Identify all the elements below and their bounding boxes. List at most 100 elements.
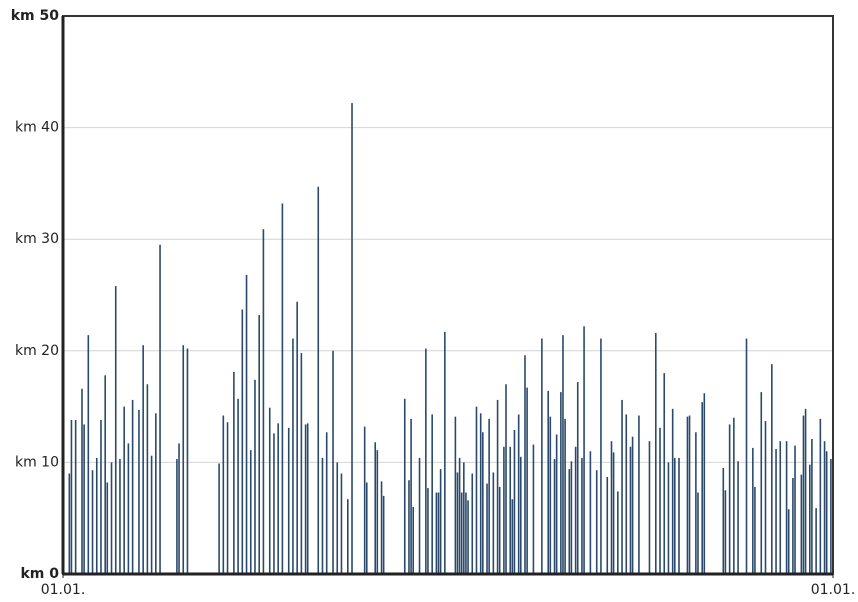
bar bbox=[186, 348, 189, 574]
bar bbox=[564, 418, 566, 574]
bar bbox=[106, 482, 109, 574]
bar bbox=[654, 332, 657, 574]
bar bbox=[176, 459, 178, 574]
bar bbox=[146, 384, 149, 574]
bar bbox=[332, 350, 334, 574]
bar bbox=[479, 413, 482, 574]
bar bbox=[258, 315, 260, 574]
bar bbox=[325, 432, 328, 574]
bar bbox=[673, 457, 676, 574]
bar bbox=[819, 418, 822, 574]
y-tick-label: km 10 bbox=[15, 454, 59, 470]
bar bbox=[606, 476, 609, 574]
bar bbox=[560, 392, 562, 574]
bar bbox=[471, 473, 474, 574]
bar bbox=[648, 441, 651, 574]
bar bbox=[346, 499, 349, 574]
bar bbox=[688, 415, 691, 574]
bar bbox=[519, 456, 522, 574]
bar bbox=[363, 426, 366, 574]
bar bbox=[150, 455, 153, 574]
bar bbox=[631, 436, 634, 574]
bar bbox=[600, 338, 602, 574]
bar bbox=[454, 416, 457, 574]
bar bbox=[659, 427, 661, 574]
bar bbox=[703, 393, 706, 574]
y-tick-label: km 40 bbox=[15, 120, 59, 136]
bar bbox=[589, 451, 592, 574]
bar bbox=[412, 507, 414, 574]
bar bbox=[127, 443, 130, 574]
bar bbox=[595, 470, 598, 574]
bar bbox=[779, 441, 782, 574]
bar bbox=[138, 409, 140, 574]
bar bbox=[410, 418, 412, 574]
bar bbox=[760, 392, 763, 574]
bar bbox=[701, 402, 704, 574]
bar bbox=[273, 433, 275, 574]
bar bbox=[794, 445, 796, 574]
bar bbox=[91, 470, 94, 574]
bar bbox=[463, 462, 465, 574]
bar bbox=[771, 364, 773, 574]
x-tick-label: 01.01. bbox=[811, 582, 856, 598]
bar bbox=[70, 419, 73, 574]
bar bbox=[621, 399, 623, 574]
bar bbox=[532, 444, 535, 574]
bar bbox=[792, 478, 794, 574]
bar bbox=[547, 390, 550, 574]
bar bbox=[374, 442, 377, 574]
y-tick-label: km 0 bbox=[20, 566, 59, 582]
bar bbox=[524, 355, 526, 574]
bar bbox=[182, 345, 185, 574]
bar bbox=[492, 472, 495, 574]
bar bbox=[562, 335, 564, 574]
bar bbox=[754, 486, 756, 574]
bar bbox=[155, 413, 157, 574]
x-tick-label: 01.01. bbox=[41, 582, 86, 598]
bar bbox=[475, 406, 478, 574]
bar bbox=[568, 469, 571, 574]
bar bbox=[233, 372, 235, 574]
bar bbox=[340, 473, 343, 574]
bar bbox=[142, 345, 144, 574]
bar bbox=[114, 286, 117, 574]
bar bbox=[131, 399, 134, 574]
bar bbox=[95, 457, 98, 574]
bar bbox=[68, 473, 71, 574]
y-tick-label: km 30 bbox=[15, 231, 59, 247]
bar bbox=[365, 482, 368, 574]
bar bbox=[123, 406, 125, 574]
bar bbox=[800, 474, 803, 574]
bar bbox=[737, 461, 739, 574]
bar bbox=[317, 186, 320, 575]
bar bbox=[281, 203, 284, 574]
bar bbox=[724, 490, 727, 574]
bar bbox=[745, 338, 748, 574]
bar bbox=[444, 331, 446, 574]
bar bbox=[241, 309, 244, 574]
bar bbox=[482, 432, 484, 574]
bar bbox=[403, 398, 406, 574]
bar bbox=[304, 424, 307, 574]
bar bbox=[249, 450, 252, 574]
bar bbox=[574, 446, 577, 574]
bar bbox=[629, 446, 632, 574]
bar bbox=[486, 483, 488, 574]
bar bbox=[456, 472, 459, 574]
bar bbox=[296, 301, 298, 574]
bar bbox=[612, 452, 615, 574]
bar bbox=[825, 451, 828, 574]
bar bbox=[351, 103, 353, 574]
bar bbox=[663, 373, 666, 574]
bar bbox=[376, 450, 379, 574]
bar bbox=[787, 509, 790, 574]
bar bbox=[811, 438, 813, 574]
bar bbox=[509, 446, 512, 574]
y-tick-label: km 50 bbox=[11, 8, 60, 24]
y-tick-label: km 20 bbox=[15, 343, 59, 359]
bar bbox=[570, 461, 573, 574]
bar bbox=[583, 326, 585, 574]
bar bbox=[610, 441, 613, 574]
bar bbox=[467, 500, 469, 574]
